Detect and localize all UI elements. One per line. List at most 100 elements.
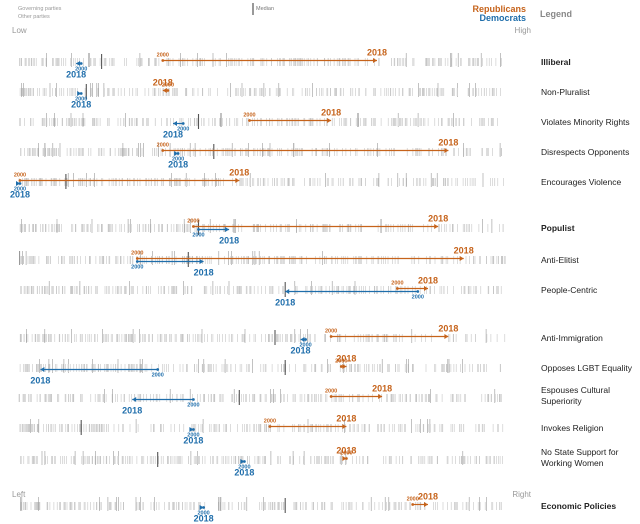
dem-2018-label: 2018 — [71, 100, 91, 110]
rep-2000-label: 2000 — [335, 359, 347, 365]
rep-2000-dot — [18, 179, 22, 182]
rep-2018-label: 2018 — [229, 168, 249, 178]
dem-2000-dot — [135, 260, 139, 263]
rep-2018-arrowhead — [444, 148, 449, 153]
row-label: Anti-Immigration — [541, 333, 603, 343]
party-ticks — [20, 281, 502, 295]
dem-2018-label: 2018 — [290, 346, 310, 356]
rep-2000-dot — [166, 89, 170, 92]
dem-2018-label: 2018 — [194, 514, 214, 524]
rep-2000-label: 2000 — [325, 389, 337, 395]
strip-row: Anti-Elitist 2000 2018 2000 2018 — [18, 246, 579, 278]
rep-2000-dot — [192, 225, 195, 228]
dem-2018-arrowhead — [16, 181, 20, 186]
rep-2018-label: 2018 — [438, 324, 458, 334]
rep-2018-arrowhead — [424, 502, 428, 507]
rep-2018-arrowhead — [373, 58, 377, 63]
rep-2018-label: 2018 — [428, 214, 448, 224]
dem-2000-dot — [416, 290, 420, 293]
dem-2018-arrowhead — [174, 151, 179, 156]
rep-2018-arrowhead — [459, 256, 464, 261]
rep-2018-arrowhead — [424, 286, 428, 291]
legend-other-label: Other parties — [18, 14, 50, 20]
dem-2018-arrowhead — [285, 289, 290, 294]
rep-2018-label: 2018 — [438, 138, 458, 148]
rep-2018-arrowhead — [434, 224, 439, 229]
rep-2000-dot — [339, 365, 343, 368]
rep-2018-label: 2018 — [454, 246, 474, 256]
dem-2018-arrowhead — [300, 337, 305, 342]
dem-2018-arrowhead — [189, 427, 194, 432]
rep-2000-label: 2000 — [131, 251, 143, 257]
dem-2018-arrowhead — [77, 91, 82, 96]
legend-republicans-label: Republicans — [472, 4, 526, 14]
dem-2000-dot — [156, 368, 160, 371]
scale-high-label: High — [515, 26, 531, 35]
dem-2000-dot — [304, 338, 307, 341]
dem-2018-label: 2018 — [10, 190, 30, 200]
dem-2000-dot — [79, 62, 83, 65]
row-label: Non-Pluralist — [541, 87, 590, 97]
dem-2018-arrowhead — [40, 367, 45, 372]
legend-title: Legend — [540, 9, 572, 19]
rep-2018-arrowhead — [444, 334, 449, 339]
rep-2000-label: 2000 — [187, 219, 199, 225]
dem-2018-arrowhead — [76, 61, 81, 66]
dem-2018-label: 2018 — [183, 436, 203, 446]
scale-low-label: Low — [12, 26, 27, 35]
legend-median-label: Median — [256, 6, 274, 12]
dem-2018-label: 2018 — [30, 376, 50, 386]
rep-2000-dot — [135, 257, 139, 260]
party-ticks — [18, 251, 506, 265]
rep-2000-dot — [329, 395, 333, 398]
dem-2018-label: 2018 — [219, 236, 239, 246]
dem-2018-label: 2018 — [122, 406, 142, 416]
rep-2000-label: 2000 — [162, 83, 174, 89]
row-label: Disrespects Opponents — [541, 147, 629, 157]
party-ticks — [19, 113, 498, 127]
row-label: Opposes LGBT Equality — [541, 363, 633, 373]
scale-right-label: Right — [512, 490, 531, 499]
dem-2018-label: 2018 — [275, 298, 295, 308]
row-label: Economic Policies — [541, 501, 616, 511]
dem-2000-label: 2000 — [75, 67, 87, 73]
dem-2000-label: 2000 — [131, 265, 143, 271]
legend-democrats-label: Democrats — [479, 13, 526, 23]
dem-2000-label: 2000 — [177, 127, 189, 133]
rep-2018-arrowhead — [235, 178, 240, 183]
party-ticks — [19, 219, 504, 233]
party-ticks — [19, 329, 506, 343]
party-ticks — [19, 359, 501, 373]
rep-2018-label: 2018 — [336, 414, 356, 424]
dem-2000-dot — [192, 398, 195, 401]
row-label: No State Support for — [541, 447, 619, 457]
rep-2018-arrowhead — [162, 88, 167, 93]
dem-2018-label: 2018 — [194, 268, 214, 278]
rep-2018-label: 2018 — [372, 384, 392, 394]
rep-2018-arrowhead — [342, 456, 347, 461]
dem-2000-label: 2000 — [187, 403, 199, 409]
rep-2000-label: 2000 — [391, 281, 403, 287]
rep-2000-dot — [248, 119, 251, 122]
row-label: People-Centric — [541, 285, 598, 295]
rep-2000-label: 2000 — [157, 53, 169, 59]
dem-2000-label: 2000 — [299, 343, 311, 349]
rep-2000-label: 2000 — [14, 173, 26, 179]
row-label: Espouses Cultural — [541, 385, 610, 395]
dem-2018-arrowhead — [132, 397, 137, 402]
dem-2000-dot — [181, 122, 185, 125]
party-ticks — [18, 173, 504, 187]
rep-2000-dot — [396, 287, 399, 290]
rep-2018-label: 2018 — [336, 354, 356, 364]
dem-2018-label: 2018 — [234, 468, 254, 478]
dem-2000-dot — [197, 228, 200, 231]
rep-2018-arrowhead — [327, 118, 332, 123]
rep-2000-dot — [329, 335, 333, 338]
